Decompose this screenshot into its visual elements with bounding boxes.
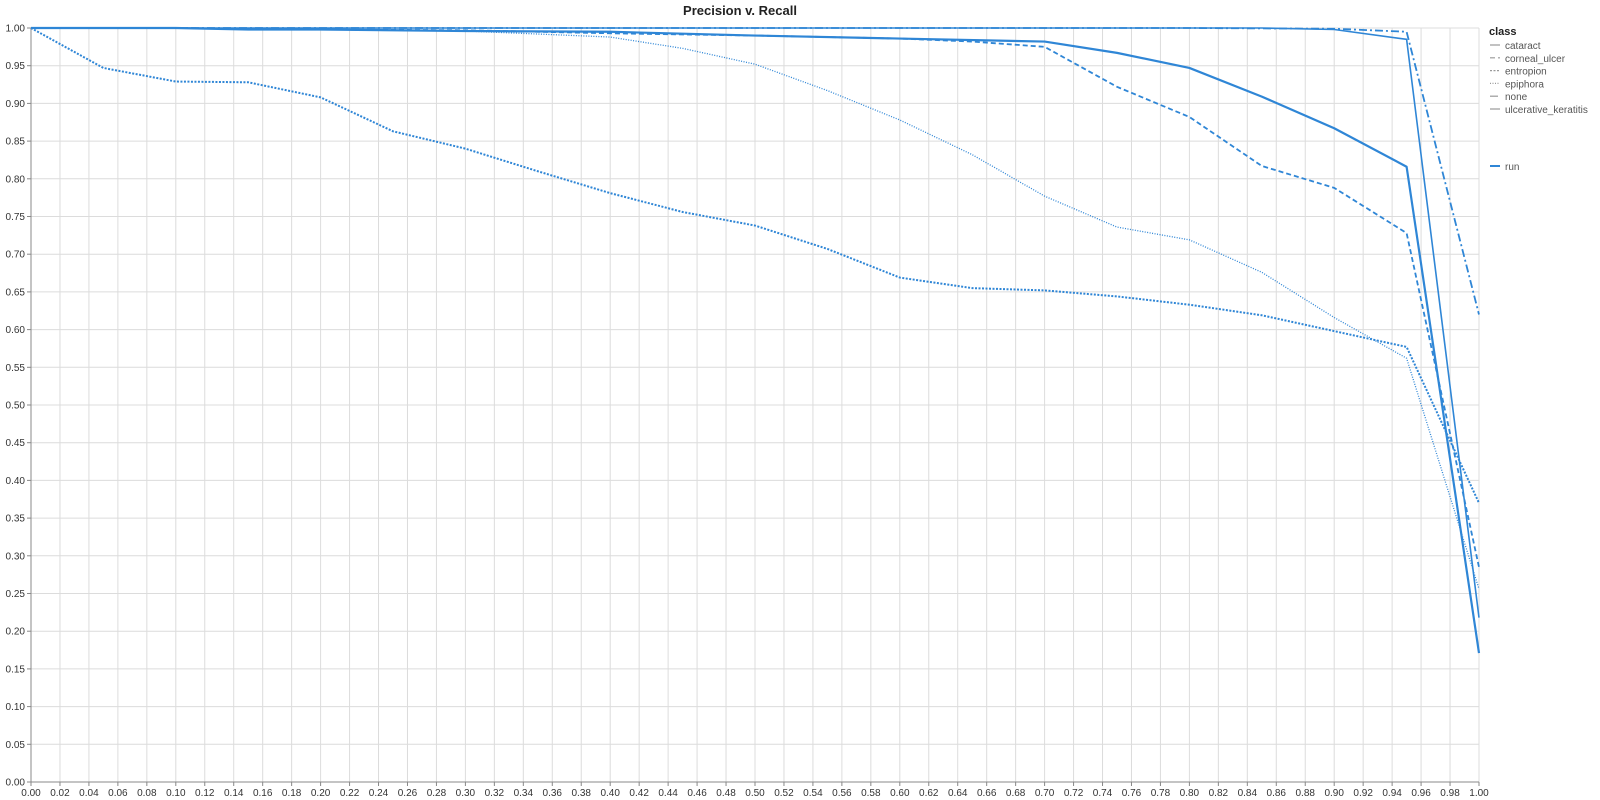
x-tick-label: 0.82 xyxy=(1209,788,1229,799)
x-tick-label: 1.00 xyxy=(1469,788,1489,799)
x-tick-label: 0.68 xyxy=(1006,788,1026,799)
y-tick-label: 0.20 xyxy=(6,627,26,638)
x-tick-label: 0.58 xyxy=(861,788,881,799)
legend-run-entry[interactable]: run xyxy=(1490,162,1519,173)
legend-entry-entropion[interactable]: entropion xyxy=(1490,67,1547,78)
legend-entry-none[interactable]: none xyxy=(1490,92,1528,103)
x-tick-label: 0.06 xyxy=(108,788,128,799)
legend-class-title: class xyxy=(1489,26,1517,38)
y-tick-label: 0.70 xyxy=(6,250,26,261)
series-line-epiphora[interactable] xyxy=(31,27,1480,590)
x-tick-label: 0.64 xyxy=(948,788,968,799)
x-tick-label: 0.52 xyxy=(774,788,794,799)
x-tick-label: 0.20 xyxy=(311,788,331,799)
grid xyxy=(30,27,1480,783)
y-tick-label: 0.35 xyxy=(6,514,26,525)
x-tick-label: 0.44 xyxy=(658,788,678,799)
x-tick-label: 0.38 xyxy=(572,788,592,799)
x-tick-label: 0.24 xyxy=(369,788,389,799)
x-tick-label: 0.04 xyxy=(79,788,99,799)
x-axis-tick-labels: 0.00 0.02 0.04 0.06 0.08 0.10 0.12 0.14 0.16 0.18… xyxy=(21,788,1489,799)
y-tick-label: 0.00 xyxy=(6,778,26,789)
x-tick-label: 0.48 xyxy=(716,788,736,799)
legend-label: none xyxy=(1505,92,1528,103)
legend-entry-cataract[interactable]: cataract xyxy=(1490,41,1541,52)
x-tick-label: 0.98 xyxy=(1440,788,1460,799)
y-axis-tick-labels: 0.00 0.05 0.10 0.15 0.20 0.25 0.30 0.35 0.40 0.45… xyxy=(6,24,26,789)
x-tick-label: 0.22 xyxy=(340,788,360,799)
y-tick-label: 0.65 xyxy=(6,287,26,298)
x-tick-label: 0.42 xyxy=(629,788,649,799)
y-tick-label: 0.60 xyxy=(6,325,26,336)
legend-entry-corneal-ulcer[interactable]: corneal_ulcer xyxy=(1490,54,1566,65)
x-tick-label: 0.10 xyxy=(166,788,186,799)
y-tick-label: 0.15 xyxy=(6,664,26,675)
x-tick-label: 0.78 xyxy=(1151,788,1171,799)
y-tick-label: 0.55 xyxy=(6,363,26,374)
x-tick-label: 0.14 xyxy=(224,788,244,799)
x-tick-label: 0.72 xyxy=(1064,788,1084,799)
y-tick-label: 0.25 xyxy=(6,589,26,600)
x-tick-label: 0.26 xyxy=(398,788,418,799)
x-tick-label: 0.54 xyxy=(803,788,823,799)
x-tick-label: 0.02 xyxy=(50,788,70,799)
chart-title: Precision v. Recall xyxy=(683,3,797,18)
x-tick-label: 0.80 xyxy=(1180,788,1200,799)
legend-label: ulcerative_keratitis xyxy=(1505,105,1588,116)
x-tick-label: 0.62 xyxy=(919,788,939,799)
x-tick-label: 0.86 xyxy=(1267,788,1287,799)
x-tick-label: 0.18 xyxy=(282,788,302,799)
y-tick-label: 1.00 xyxy=(6,24,26,35)
x-tick-label: 0.08 xyxy=(137,788,157,799)
x-tick-label: 0.50 xyxy=(745,788,765,799)
x-tick-label: 0.66 xyxy=(977,788,997,799)
legend-label: entropion xyxy=(1505,67,1547,78)
x-tick-label: 0.92 xyxy=(1353,788,1373,799)
x-tick-label: 0.90 xyxy=(1324,788,1344,799)
x-tick-label: 0.28 xyxy=(427,788,447,799)
legend-label: corneal_ulcer xyxy=(1505,54,1566,65)
x-tick-label: 0.46 xyxy=(687,788,707,799)
y-tick-label: 0.05 xyxy=(6,740,26,751)
x-tick-label: 0.84 xyxy=(1238,788,1258,799)
legend-label: cataract xyxy=(1505,41,1541,52)
series-line-entropion[interactable] xyxy=(30,27,1480,504)
series-line-ulcerative-keratitis[interactable] xyxy=(31,27,1480,618)
x-tick-label: 0.94 xyxy=(1382,788,1402,799)
x-tick-label: 0.76 xyxy=(1122,788,1142,799)
y-tick-label: 0.10 xyxy=(6,702,26,713)
x-tick-label: 0.70 xyxy=(1035,788,1055,799)
legend: class cataract corneal_ulcer entropionepip… xyxy=(1489,26,1588,173)
legend-label: epiphora xyxy=(1505,79,1544,90)
x-tick-label: 0.74 xyxy=(1093,788,1113,799)
y-tick-label: 0.80 xyxy=(6,174,26,185)
x-tick-label: 0.32 xyxy=(485,788,505,799)
x-tick-label: 0.40 xyxy=(600,788,620,799)
x-tick-label: 0.56 xyxy=(832,788,852,799)
x-tick-label: 0.34 xyxy=(514,788,534,799)
series-lines xyxy=(30,26,1481,654)
axes xyxy=(27,27,1480,786)
y-tick-label: 0.45 xyxy=(6,438,26,449)
x-tick-label: 0.30 xyxy=(456,788,476,799)
x-tick-label: 0.12 xyxy=(195,788,215,799)
legend-entry-ulcerative-keratitis[interactable]: ulcerative_keratitis xyxy=(1490,105,1588,116)
y-tick-label: 0.30 xyxy=(6,551,26,562)
x-tick-label: 0.96 xyxy=(1411,788,1431,799)
x-tick-label: 0.00 xyxy=(21,788,41,799)
legend-entry-epiphora[interactable]: epiphora xyxy=(1490,79,1544,90)
y-tick-label: 0.75 xyxy=(6,212,26,223)
y-tick-label: 0.95 xyxy=(6,61,26,72)
legend-run-label: run xyxy=(1505,162,1519,173)
x-tick-label: 0.16 xyxy=(253,788,273,799)
y-tick-label: 0.50 xyxy=(6,401,26,412)
y-tick-label: 0.90 xyxy=(6,99,26,110)
x-tick-label: 0.36 xyxy=(543,788,563,799)
x-tick-label: 0.60 xyxy=(890,788,910,799)
y-tick-label: 0.40 xyxy=(6,476,26,487)
y-tick-label: 0.85 xyxy=(6,137,26,148)
x-tick-label: 0.88 xyxy=(1296,788,1316,799)
